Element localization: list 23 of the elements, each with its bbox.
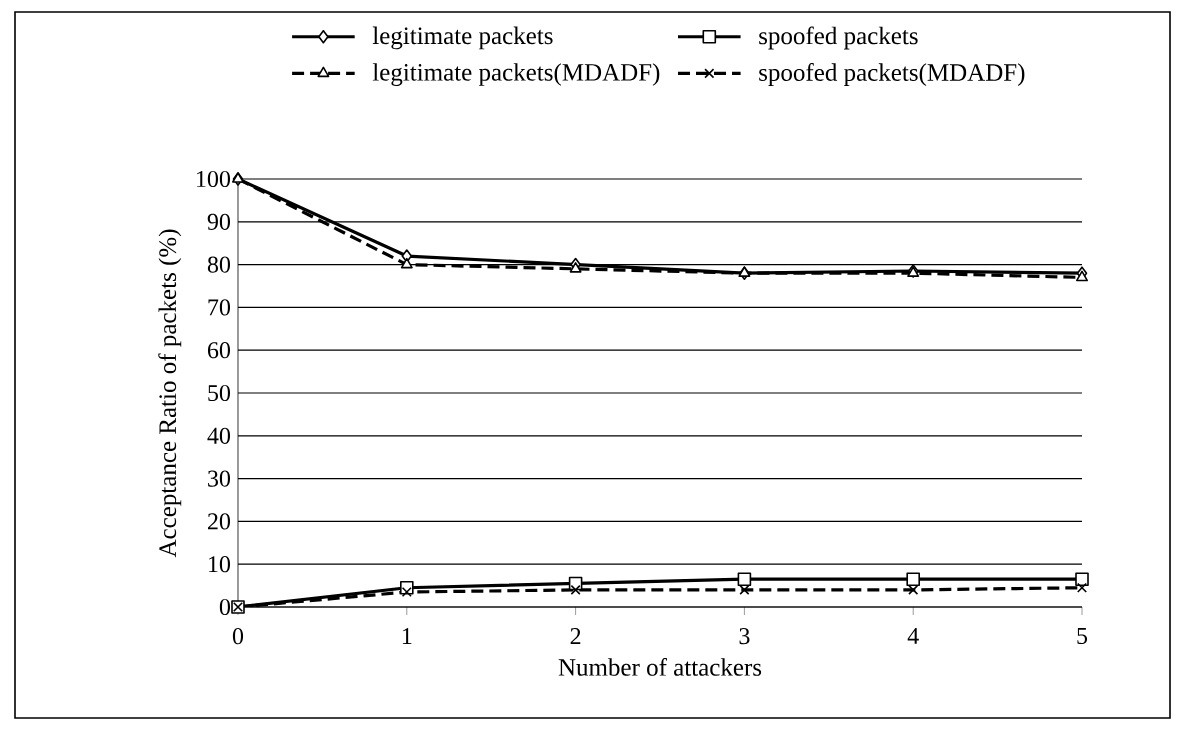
y-tick-label: 60: [207, 342, 231, 359]
x-tick-label: 2: [570, 628, 581, 644]
legend-label: legitimate packets(MDADF): [372, 63, 660, 86]
legend-label: spoofed packets(MDADF): [759, 63, 1025, 86]
x-tick-label: 0: [232, 628, 244, 645]
y-tick-label: 90: [207, 213, 231, 230]
y-tick-label: 0: [219, 598, 231, 616]
y-tick-label: 30: [208, 470, 231, 487]
y-axis-title: Acceptance Ratio of packets (%): [158, 229, 182, 558]
y-tick-label: 50: [208, 384, 231, 402]
y-tick-label: 80: [207, 256, 231, 273]
legend-label: spoofed packets: [759, 26, 918, 50]
legend-label: legitimate packets: [372, 26, 553, 50]
y-tick-label: 20: [208, 513, 231, 530]
x-tick-label: 5: [1077, 628, 1088, 644]
y-tick-label: 100: [197, 170, 231, 188]
x-tick-label: 3: [739, 628, 750, 645]
x-axis-title: Number of attackers: [558, 658, 762, 676]
y-tick-label: 10: [209, 556, 231, 573]
y-tick-label: 70: [208, 299, 231, 316]
x-tick-label: 1: [402, 628, 412, 644]
y-tick-label: 40: [207, 427, 231, 444]
x-tick-label: 4: [907, 628, 919, 644]
